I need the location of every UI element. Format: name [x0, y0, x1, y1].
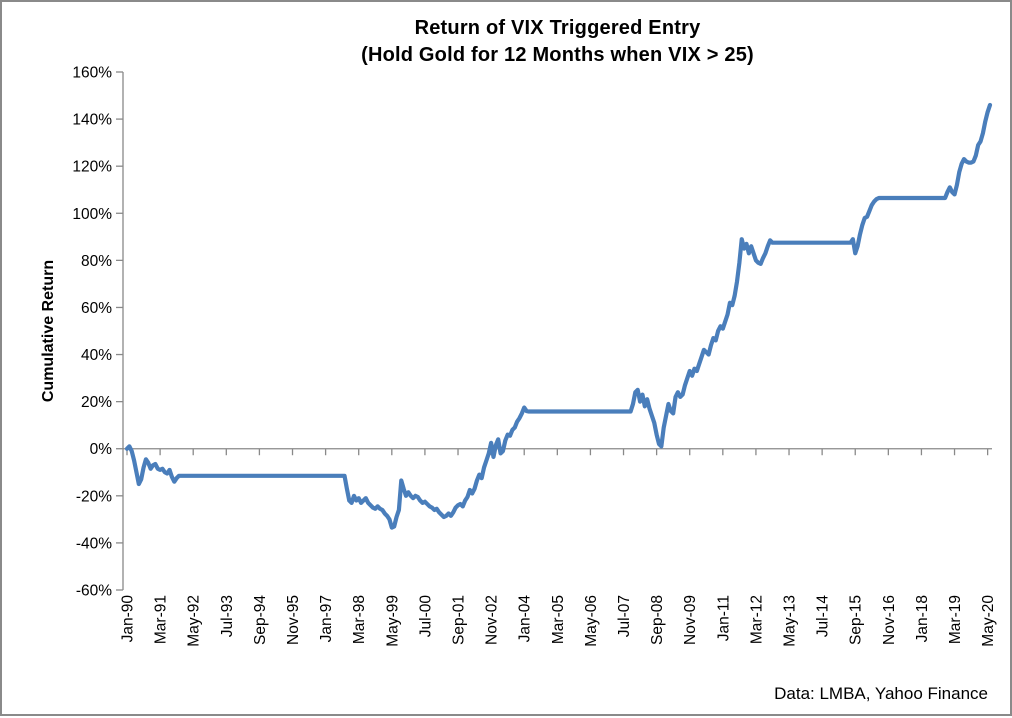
x-tick-label: Mar-12 — [748, 595, 765, 644]
x-tick-label: Mar-91 — [153, 595, 170, 644]
x-tick-label: Nov-95 — [285, 595, 302, 645]
x-tick-label: Jul-93 — [219, 595, 236, 637]
x-tick-label: Jan-11 — [715, 595, 732, 641]
y-tick-label: 40% — [81, 347, 112, 364]
x-tick-label: May-20 — [980, 595, 997, 647]
x-tick-label: Jan-18 — [914, 595, 931, 642]
line-chart-svg: 160% 140% 120% 100% 80% 60% 40% 20% 0% -20% -40% -6… — [2, 2, 1012, 718]
y-tick-label: 0% — [90, 441, 113, 458]
y-tick-label: -40% — [76, 535, 112, 552]
y-tick-label: -20% — [76, 488, 112, 505]
x-tick-label: Sep-01 — [451, 595, 468, 645]
x-tick-label: May-92 — [186, 595, 203, 647]
x-tick-label: Jul-00 — [417, 595, 434, 638]
x-tick-label: Mar-05 — [550, 595, 567, 644]
source-note: Data: LMBA, Yahoo Finance — [774, 684, 988, 704]
x-tick-label: Nov-16 — [881, 595, 898, 645]
x-tick-label: Sep-15 — [848, 595, 865, 645]
x-tick-label: May-13 — [782, 595, 799, 647]
y-tick-label: 60% — [81, 300, 112, 317]
x-tick-label: Jan-90 — [120, 595, 137, 643]
y-tick-label: -60% — [76, 583, 112, 600]
x-tick-label: May-99 — [384, 595, 401, 647]
x-tick-label: May-06 — [583, 595, 600, 647]
y-tick-label: 100% — [72, 206, 112, 223]
x-tick-label: Mar-19 — [947, 595, 964, 644]
x-tick-label: Nov-09 — [682, 595, 699, 645]
y-tick-label: 80% — [81, 253, 112, 270]
y-tick-label: 140% — [72, 112, 112, 129]
x-tick-label: Jul-07 — [616, 595, 633, 637]
x-tick-label: Mar-98 — [351, 595, 368, 644]
series-line — [127, 105, 990, 528]
x-tick-label: Sep-94 — [252, 595, 269, 645]
y-tick-label: 160% — [72, 65, 112, 82]
y-tick-label: 120% — [72, 159, 112, 176]
x-tick-label: Jan-97 — [318, 595, 335, 642]
chart-page: { "title": { "line1": "Return of VIX Tri… — [0, 0, 1012, 716]
x-tick-label: Sep-08 — [649, 595, 666, 645]
x-tick-label: Nov-02 — [484, 595, 501, 645]
y-tick-label: 20% — [81, 394, 112, 411]
x-tick-label: Jul-14 — [815, 595, 832, 638]
x-tick-label: Jan-04 — [517, 595, 534, 643]
